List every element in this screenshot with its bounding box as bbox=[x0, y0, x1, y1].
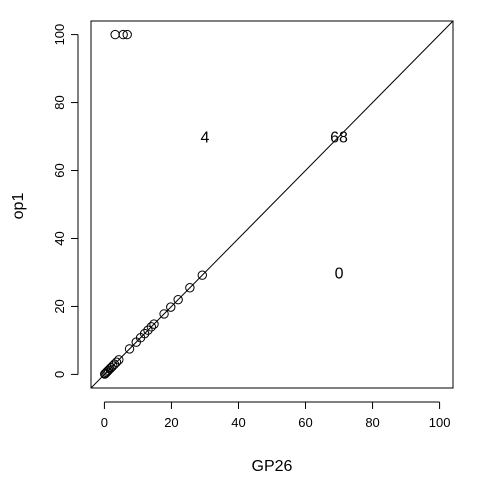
x-axis-title: GP26 bbox=[252, 458, 293, 475]
x-axis-ticks: 0 20 40 60 80 100 bbox=[101, 402, 451, 430]
count-annotations: 4 68 0 bbox=[201, 130, 349, 283]
data-point bbox=[124, 344, 135, 354]
x-tick-label: 60 bbox=[298, 415, 312, 430]
data-point bbox=[118, 29, 128, 40]
identity-reference-line bbox=[90, 20, 454, 389]
data-point bbox=[139, 328, 150, 339]
data-point bbox=[185, 283, 195, 293]
count-annotation: 68 bbox=[330, 130, 348, 147]
data-point bbox=[111, 357, 122, 367]
data-point bbox=[146, 322, 157, 332]
data-point bbox=[149, 319, 159, 329]
y-tick-label: 80 bbox=[52, 95, 67, 109]
data-points bbox=[100, 29, 207, 379]
count-annotation: 4 bbox=[201, 130, 210, 147]
data-point bbox=[166, 302, 176, 312]
x-tick-label: 40 bbox=[231, 415, 245, 430]
y-tick-label: 60 bbox=[52, 163, 67, 177]
y-tick-label: 100 bbox=[52, 24, 67, 46]
data-point bbox=[122, 29, 132, 40]
y-tick-label: 0 bbox=[52, 371, 67, 378]
data-point bbox=[159, 309, 169, 319]
data-point bbox=[114, 355, 124, 365]
data-point bbox=[101, 367, 112, 378]
data-point bbox=[173, 294, 183, 305]
count-annotation: 0 bbox=[335, 265, 344, 282]
y-axis-ticks: 0 20 40 60 80 100 bbox=[52, 24, 78, 378]
data-point bbox=[105, 364, 115, 374]
plot-frame bbox=[90, 20, 454, 389]
data-point bbox=[106, 362, 116, 373]
x-tick-label: 100 bbox=[429, 415, 451, 430]
x-tick-label: 80 bbox=[365, 415, 379, 430]
data-point bbox=[143, 325, 153, 335]
data-point bbox=[110, 29, 120, 40]
y-tick-label: 20 bbox=[52, 299, 67, 313]
data-point bbox=[197, 270, 207, 280]
y-axis-title: op1 bbox=[10, 193, 27, 220]
x-tick-label: 0 bbox=[101, 415, 108, 430]
x-tick-label: 20 bbox=[164, 415, 178, 430]
y-tick-label: 40 bbox=[52, 231, 67, 245]
